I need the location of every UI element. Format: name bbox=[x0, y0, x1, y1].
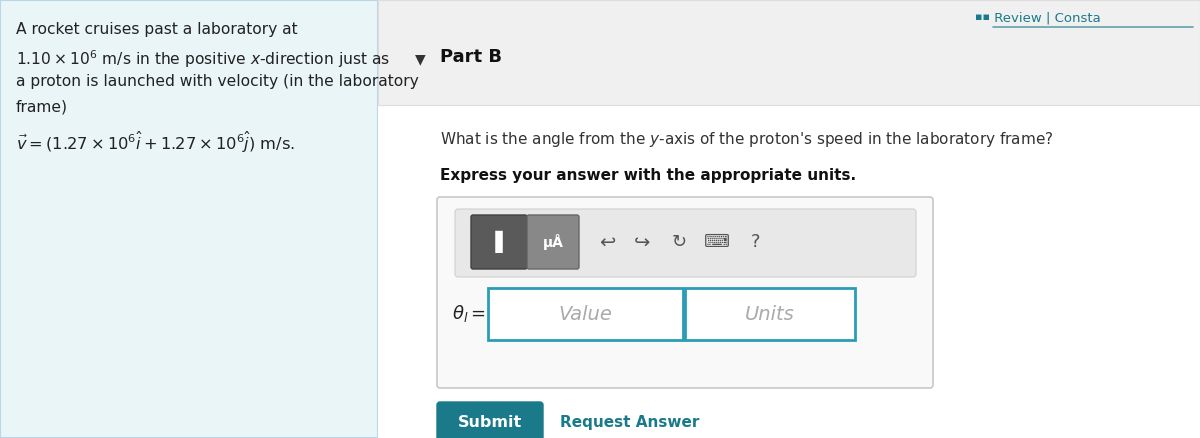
Text: $\vec{v} = (1.27 \times 10^6\hat{i} + 1.27 \times 10^6\hat{j})$ m/s.: $\vec{v} = (1.27 \times 10^6\hat{i} + 1.… bbox=[16, 130, 295, 155]
Text: ⌨: ⌨ bbox=[704, 233, 730, 251]
Text: a proton is launched with velocity (in the laboratory: a proton is launched with velocity (in t… bbox=[16, 74, 419, 89]
Text: Express your answer with the appropriate units.: Express your answer with the appropriate… bbox=[440, 168, 856, 183]
Bar bbox=[488, 288, 683, 340]
Bar bbox=[0, 0, 378, 438]
FancyBboxPatch shape bbox=[527, 215, 580, 269]
FancyBboxPatch shape bbox=[437, 402, 542, 438]
Text: Part B: Part B bbox=[440, 48, 502, 66]
Text: ↪: ↪ bbox=[634, 233, 650, 251]
Text: Request Answer: Request Answer bbox=[560, 415, 700, 430]
Text: A rocket cruises past a laboratory at: A rocket cruises past a laboratory at bbox=[16, 22, 298, 37]
Text: ▪▪: ▪▪ bbox=[974, 12, 990, 22]
Text: What is the angle from the $y$-axis of the proton's speed in the laboratory fram: What is the angle from the $y$-axis of t… bbox=[440, 130, 1054, 149]
Bar bbox=[685, 288, 854, 340]
Text: Review | Consta: Review | Consta bbox=[990, 12, 1100, 25]
Text: ▐▌
▐▌: ▐▌ ▐▌ bbox=[491, 231, 508, 253]
FancyBboxPatch shape bbox=[437, 197, 934, 388]
Text: $\theta_l =$: $\theta_l =$ bbox=[452, 304, 491, 325]
FancyBboxPatch shape bbox=[455, 209, 916, 277]
Bar bbox=[378, 0, 1200, 438]
Text: Value: Value bbox=[558, 304, 612, 324]
Text: ↻: ↻ bbox=[672, 233, 686, 251]
FancyBboxPatch shape bbox=[470, 215, 527, 269]
Text: ?: ? bbox=[750, 233, 760, 251]
Text: frame): frame) bbox=[16, 100, 68, 115]
Bar bbox=[378, 0, 1200, 105]
Text: $1.10 \times 10^6$ m/s in the positive $x$-direction just as: $1.10 \times 10^6$ m/s in the positive $… bbox=[16, 48, 390, 70]
Text: Submit: Submit bbox=[458, 415, 522, 430]
Text: Units: Units bbox=[745, 304, 794, 324]
Text: μÅ: μÅ bbox=[542, 234, 564, 250]
Text: ▼: ▼ bbox=[415, 52, 426, 66]
Text: ↩: ↩ bbox=[599, 233, 616, 251]
